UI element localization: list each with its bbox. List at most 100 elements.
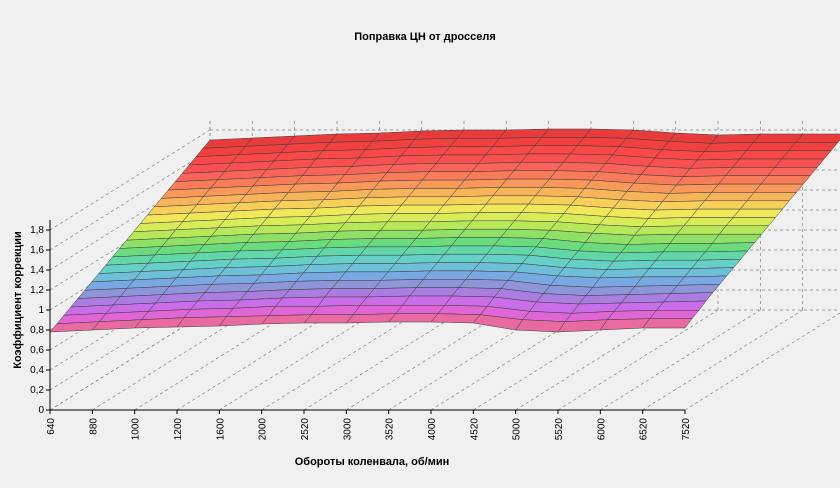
surface-cell — [435, 154, 487, 164]
y-tick-label: 0,6 — [30, 345, 44, 356]
surface-cell — [395, 305, 446, 314]
surface-cell — [576, 137, 627, 147]
surface-cell — [400, 146, 451, 157]
surface-cell — [493, 237, 544, 248]
surface-cell — [513, 162, 564, 171]
floor-gridline — [134, 309, 295, 411]
surface-cell — [647, 208, 699, 219]
surface-cell — [627, 285, 678, 295]
floor-gridline — [600, 309, 761, 411]
surface-cell — [746, 192, 797, 202]
surface-cell — [379, 171, 430, 182]
surface-cell — [541, 178, 593, 189]
surface-cell — [520, 203, 572, 214]
surface-cell — [633, 225, 685, 236]
y-tick-label: 0 — [38, 405, 44, 416]
surface-cell — [710, 133, 761, 144]
surface-cell — [402, 295, 453, 306]
surface-cell — [218, 266, 269, 277]
y-axis-label: Коэффициент коррекции — [12, 231, 24, 369]
surface-cell — [548, 170, 600, 181]
surface-cell — [379, 221, 431, 231]
surface-cell — [767, 167, 818, 176]
surface-cell — [555, 162, 607, 172]
surface-cell — [408, 287, 460, 297]
surface-cell — [690, 258, 742, 269]
y-tick-label: 1 — [38, 305, 44, 316]
surface-cell — [310, 305, 361, 315]
surface-cell — [534, 137, 585, 146]
surface-cell — [731, 158, 783, 168]
surface-cell — [449, 138, 500, 147]
x-tick-label: 1600 — [215, 418, 226, 441]
surface-cell — [437, 305, 488, 315]
x-axis-label: Обороты коленвала, об/мин — [295, 456, 450, 468]
surface-cell — [261, 314, 312, 325]
surface-cell — [259, 216, 311, 227]
x-tick-label: 4000 — [427, 418, 438, 441]
surface-cell — [599, 318, 651, 331]
surface-cell — [414, 129, 465, 140]
surface-cell — [232, 249, 283, 260]
surface-cell — [303, 314, 354, 324]
floor-gridline — [642, 309, 803, 411]
surface-cell — [365, 188, 416, 199]
y-tick-label: 0,8 — [30, 325, 44, 336]
surface-cell — [683, 267, 735, 278]
surface-cell — [308, 157, 360, 168]
x-tick-label: 7520 — [681, 418, 692, 441]
surface-cell — [316, 246, 368, 257]
surface-cell — [421, 171, 473, 181]
surface-cell — [429, 212, 480, 223]
surface-cell — [301, 166, 353, 176]
x-tick-label: 880 — [88, 418, 99, 435]
surface-cell — [491, 137, 543, 147]
surface-cell — [345, 263, 396, 273]
surface-cell — [569, 145, 620, 156]
surface-cell — [380, 270, 431, 281]
surface-cell — [649, 310, 700, 319]
surface-cell — [498, 128, 550, 139]
surface-cell — [654, 200, 706, 211]
floor-gridline — [261, 309, 422, 411]
surface-cell — [661, 192, 713, 203]
surface-cell — [183, 308, 234, 318]
surface-cell — [774, 158, 825, 168]
floor-gridline — [346, 309, 507, 411]
x-tick-label: 1200 — [173, 418, 184, 441]
surface-cell — [718, 225, 770, 235]
surface-cell — [358, 196, 409, 207]
surface-cell — [795, 133, 840, 143]
x-tick-label: 6520 — [639, 418, 650, 441]
surface-cell — [711, 233, 763, 244]
surface-cell — [287, 182, 339, 193]
surface-cell — [394, 253, 445, 264]
surface-cell — [302, 263, 354, 274]
surface-cell — [450, 237, 502, 247]
surface-cell — [450, 187, 501, 198]
surface-cell — [662, 243, 713, 253]
floor-gridline — [92, 309, 253, 411]
surface-cell — [401, 245, 452, 256]
surface-cell — [387, 262, 438, 273]
x-tick-label: 1000 — [131, 418, 142, 441]
surface-cell — [429, 262, 481, 272]
surface-cell — [704, 242, 756, 253]
x-tick-label: 2520 — [300, 418, 311, 441]
surface-cell — [641, 268, 692, 278]
surface-cell — [407, 188, 459, 198]
surface-cell — [393, 154, 444, 165]
surface-cell — [739, 200, 790, 210]
chart-title: Поправка ЦН от дросселя — [354, 31, 496, 43]
surface-cell — [477, 153, 529, 164]
surface-cell — [373, 279, 424, 289]
surface-cell — [613, 301, 665, 312]
surface-cell — [359, 295, 411, 306]
surface-cell — [506, 220, 558, 231]
surface-cell — [197, 291, 248, 302]
surface-cell — [443, 195, 494, 206]
surface-cell — [725, 167, 776, 176]
surface-cell — [436, 203, 487, 214]
x-tick-label: 4520 — [469, 418, 480, 441]
